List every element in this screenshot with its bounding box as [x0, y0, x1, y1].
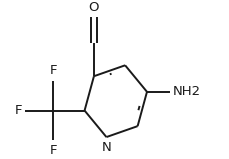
Text: NH2: NH2 — [172, 85, 200, 98]
Text: O: O — [88, 1, 99, 14]
Text: F: F — [49, 64, 57, 77]
Text: F: F — [49, 144, 57, 157]
Text: N: N — [101, 141, 111, 154]
Text: F: F — [14, 104, 22, 117]
